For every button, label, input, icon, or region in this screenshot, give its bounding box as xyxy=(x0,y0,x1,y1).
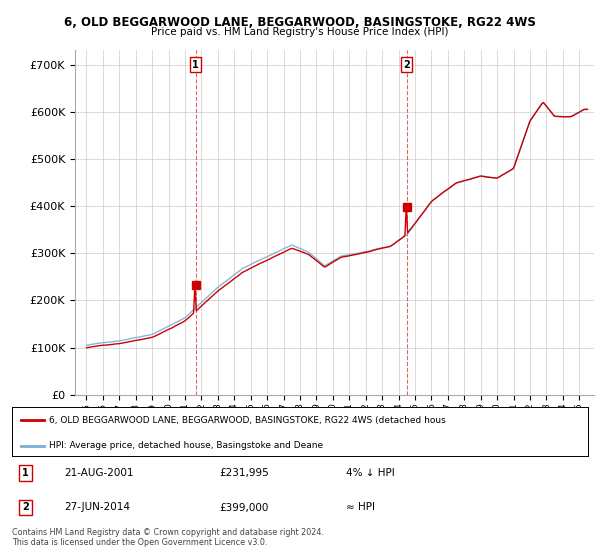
Text: £399,000: £399,000 xyxy=(220,502,269,512)
Text: Price paid vs. HM Land Registry's House Price Index (HPI): Price paid vs. HM Land Registry's House … xyxy=(151,27,449,37)
Text: 6, OLD BEGGARWOOD LANE, BEGGARWOOD, BASINGSTOKE, RG22 4WS (detached hous: 6, OLD BEGGARWOOD LANE, BEGGARWOOD, BASI… xyxy=(49,416,446,425)
Text: 21-AUG-2001: 21-AUG-2001 xyxy=(64,468,133,478)
Text: HPI: Average price, detached house, Basingstoke and Deane: HPI: Average price, detached house, Basi… xyxy=(49,441,323,450)
Text: £231,995: £231,995 xyxy=(220,468,269,478)
Text: ≈ HPI: ≈ HPI xyxy=(346,502,375,512)
Text: 1: 1 xyxy=(22,468,29,478)
Text: 2: 2 xyxy=(22,502,29,512)
Text: 4% ↓ HPI: 4% ↓ HPI xyxy=(346,468,395,478)
Text: 1: 1 xyxy=(192,59,199,69)
Text: 6, OLD BEGGARWOOD LANE, BEGGARWOOD, BASINGSTOKE, RG22 4WS: 6, OLD BEGGARWOOD LANE, BEGGARWOOD, BASI… xyxy=(64,16,536,29)
Text: 2: 2 xyxy=(403,59,410,69)
Text: Contains HM Land Registry data © Crown copyright and database right 2024.
This d: Contains HM Land Registry data © Crown c… xyxy=(12,528,324,547)
Text: 27-JUN-2014: 27-JUN-2014 xyxy=(64,502,130,512)
